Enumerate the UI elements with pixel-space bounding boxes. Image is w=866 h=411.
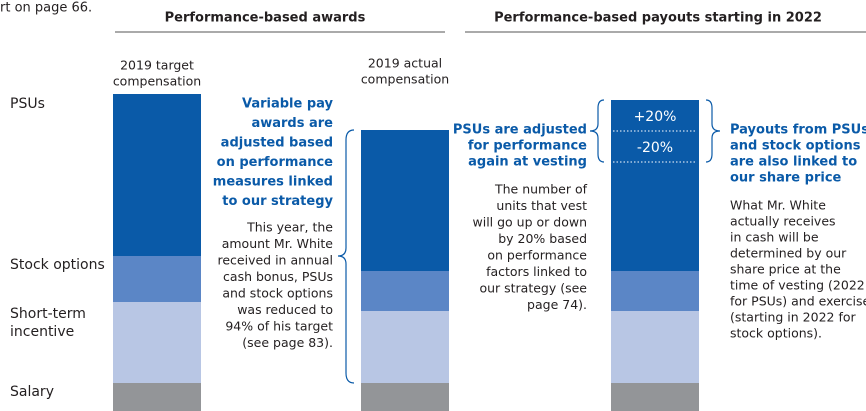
note-heading: to our strategy <box>222 194 333 209</box>
note-heading: again at vesting <box>468 155 587 170</box>
range-label: +20% <box>634 109 677 125</box>
column-header: compensation <box>361 72 449 87</box>
note-text: factors linked to <box>486 264 587 279</box>
psu-segment <box>361 130 449 271</box>
row-label: Stock options <box>10 257 105 273</box>
note-heading: on performance <box>217 155 334 170</box>
note-text: and stock options <box>222 286 333 301</box>
note-text: stock options). <box>730 326 822 341</box>
brace <box>337 129 355 384</box>
brace <box>589 99 605 163</box>
psu-segment <box>611 100 699 271</box>
note-text: time of vesting (2022 <box>730 278 865 293</box>
note-text: units that vest <box>496 198 587 213</box>
note-text: (see page 83). <box>242 335 333 350</box>
note-text: page 74). <box>527 297 587 312</box>
salary-segment <box>113 383 201 411</box>
stock-options-segment <box>361 271 449 311</box>
note-text: our strategy (see <box>479 281 587 296</box>
note-text: actually receives <box>730 214 836 229</box>
note-heading: measures linked <box>213 175 333 190</box>
note-text: (starting in 2022 for <box>730 310 856 325</box>
range-label: -20% <box>637 140 673 156</box>
stock-options-segment <box>611 271 699 311</box>
note-heading: our share price <box>730 171 842 186</box>
note-text: What Mr. White <box>730 198 826 213</box>
row-label: PSUs <box>10 96 45 112</box>
column-header: compensation <box>113 74 201 89</box>
section-header: Performance-based awards <box>165 11 366 26</box>
note-heading: PSUs are adjusted <box>453 123 587 138</box>
note-text: amount Mr. White <box>222 236 334 251</box>
sti-segment <box>361 311 449 383</box>
note-text: will go up or down <box>473 215 588 230</box>
cut-off-text: rt on page 66. <box>0 1 92 16</box>
column-header: 2019 target <box>120 58 194 73</box>
note-text: was reduced to <box>237 302 333 317</box>
note-text: determined by our <box>730 246 847 261</box>
note-text: for PSUs) and exercise <box>730 294 866 309</box>
note-text: cash bonus, PSUs <box>223 269 333 284</box>
note-text: by 20% based <box>498 231 587 246</box>
note-heading: Payouts from PSUs <box>730 123 866 138</box>
note-heading: awards are <box>251 116 333 131</box>
stock-options-segment <box>113 256 201 302</box>
row-label: Short-term <box>10 306 86 322</box>
salary-segment <box>361 383 449 411</box>
note-text: received in annual <box>217 253 333 268</box>
note-heading: for performance <box>468 139 587 154</box>
sti-segment <box>611 311 699 383</box>
section-header: Performance-based payouts starting in 20… <box>494 11 822 26</box>
note-text: in cash will be <box>730 230 819 245</box>
brace <box>705 99 721 163</box>
sti-segment <box>113 302 201 383</box>
note-heading: and stock options <box>730 139 861 154</box>
row-label: Salary <box>10 384 54 400</box>
note-text: 94% of his target <box>225 319 333 334</box>
salary-segment <box>611 383 699 411</box>
column-header: 2019 actual <box>368 56 442 71</box>
note-text: share price at the <box>730 262 841 277</box>
note-heading: are also linked to <box>730 155 857 170</box>
note-text: The number of <box>494 182 588 197</box>
row-label: incentive <box>10 324 74 340</box>
note-heading: adjusted based <box>221 136 333 151</box>
psu-segment <box>113 94 201 256</box>
note-text: This year, the <box>246 220 333 235</box>
note-heading: Variable pay <box>242 97 334 112</box>
note-text: on performance <box>487 248 587 263</box>
